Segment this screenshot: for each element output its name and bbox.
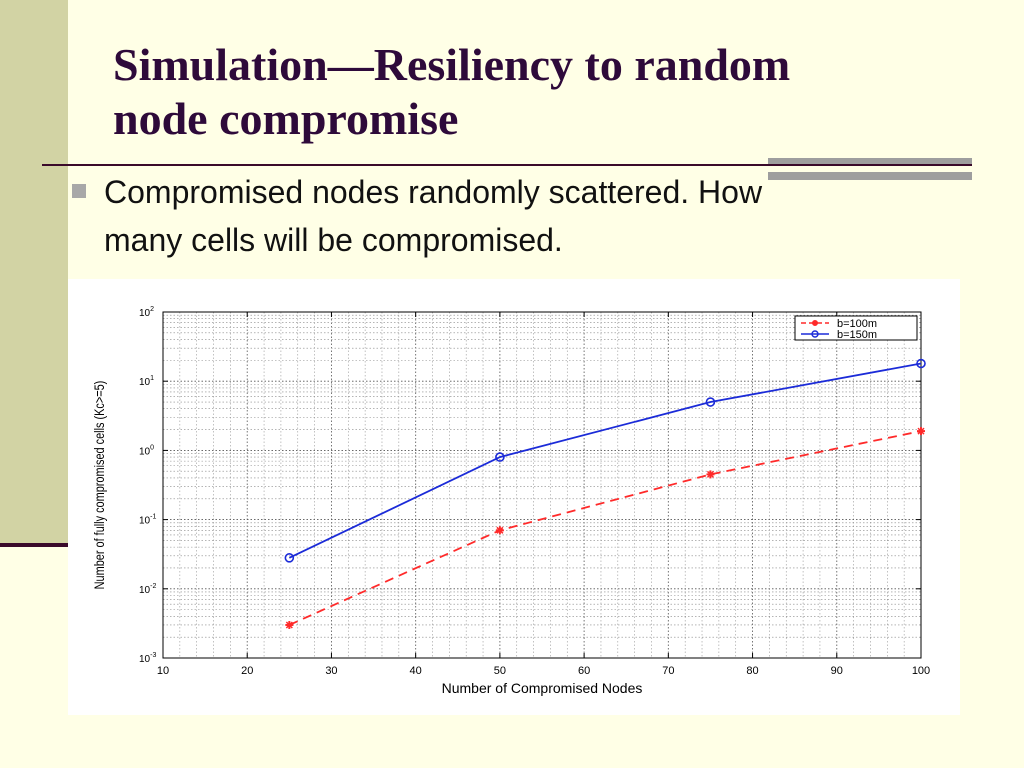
title-accent-bars [768, 158, 972, 180]
left-band-rule [0, 543, 68, 547]
data-point-circle [705, 397, 716, 407]
star-stroke [706, 470, 714, 478]
star-stroke [917, 427, 925, 435]
x-tick-label: 40 [410, 665, 422, 677]
legend-marker-star [812, 320, 818, 326]
data-point-star [495, 526, 504, 535]
y-tick-label: 100 [139, 444, 154, 457]
title-divider [42, 164, 972, 166]
x-tick-label: 90 [831, 665, 843, 677]
slide-title-line-1: Simulation—Resiliency to random [113, 39, 791, 90]
grid-lines [162, 312, 922, 659]
data-point-circle [284, 553, 295, 563]
legend-label-b=100m: b=100m [837, 318, 877, 330]
y-axis-label: Number of fully compromised cells (Kc>=5… [92, 381, 108, 590]
bullet-text-line-2: many cells will be compromised. [104, 222, 563, 258]
star-stroke [285, 621, 293, 629]
bullet-text-line-1: Compromised nodes randomly scattered. Ho… [104, 174, 763, 210]
data-point-star [917, 427, 925, 436]
left-decorative-band [0, 0, 68, 546]
data-series [284, 358, 926, 629]
plot-frame [162, 311, 922, 659]
x-tick-label: 60 [578, 665, 590, 677]
line-chart: 10 20 30 40 50 60 70 80 90 100 10-3 10-2 10-1 100 101 1… [92, 306, 930, 696]
x-tick-label: 20 [241, 665, 253, 677]
title-accent-bar-top [768, 158, 972, 164]
x-tick-label: 30 [325, 665, 337, 677]
legend-marker-circle [811, 330, 819, 338]
series-line-b=100m [288, 430, 922, 626]
data-point-star [706, 470, 715, 479]
bullet-item: Compromised nodes randomly scattered. Ho… [72, 168, 952, 264]
y-tick-label: 101 [139, 375, 154, 388]
chart-panel: 10 20 30 40 50 60 70 80 90 100 10-3 10-2 10-1 100 101 1… [68, 279, 960, 715]
x-tick-label: 80 [746, 665, 758, 677]
data-point-star [285, 620, 294, 629]
x-tick-label: 70 [662, 665, 674, 677]
x-tick-label: 10 [157, 665, 169, 677]
title-accent-bar-bottom [768, 172, 972, 180]
legend-label-b=150m: b=150m [837, 329, 877, 341]
star-stroke [496, 526, 504, 534]
slide-title-line-2: node compromise [113, 93, 459, 144]
plot-area [163, 312, 921, 658]
x-tick-label: 50 [494, 665, 506, 677]
slide-title: Simulation—Resiliency to random node com… [113, 38, 993, 146]
y-tick-label: 10-3 [139, 652, 156, 665]
data-point-circle [916, 358, 926, 369]
axes: 10 20 30 40 50 60 70 80 90 100 10-3 10-2 10-1 100 101 1… [139, 306, 930, 677]
x-axis-label: Number of Compromised Nodes [442, 680, 643, 696]
legend-box [794, 315, 918, 341]
x-tick-label: 100 [912, 665, 930, 677]
y-tick-label: 10-1 [139, 514, 156, 527]
y-tick-label: 10-2 [139, 583, 156, 596]
series-line-b=150m [288, 362, 922, 559]
data-point-circle [495, 452, 505, 462]
y-tick-label: 102 [139, 306, 154, 319]
bullet-square-icon [72, 184, 86, 198]
